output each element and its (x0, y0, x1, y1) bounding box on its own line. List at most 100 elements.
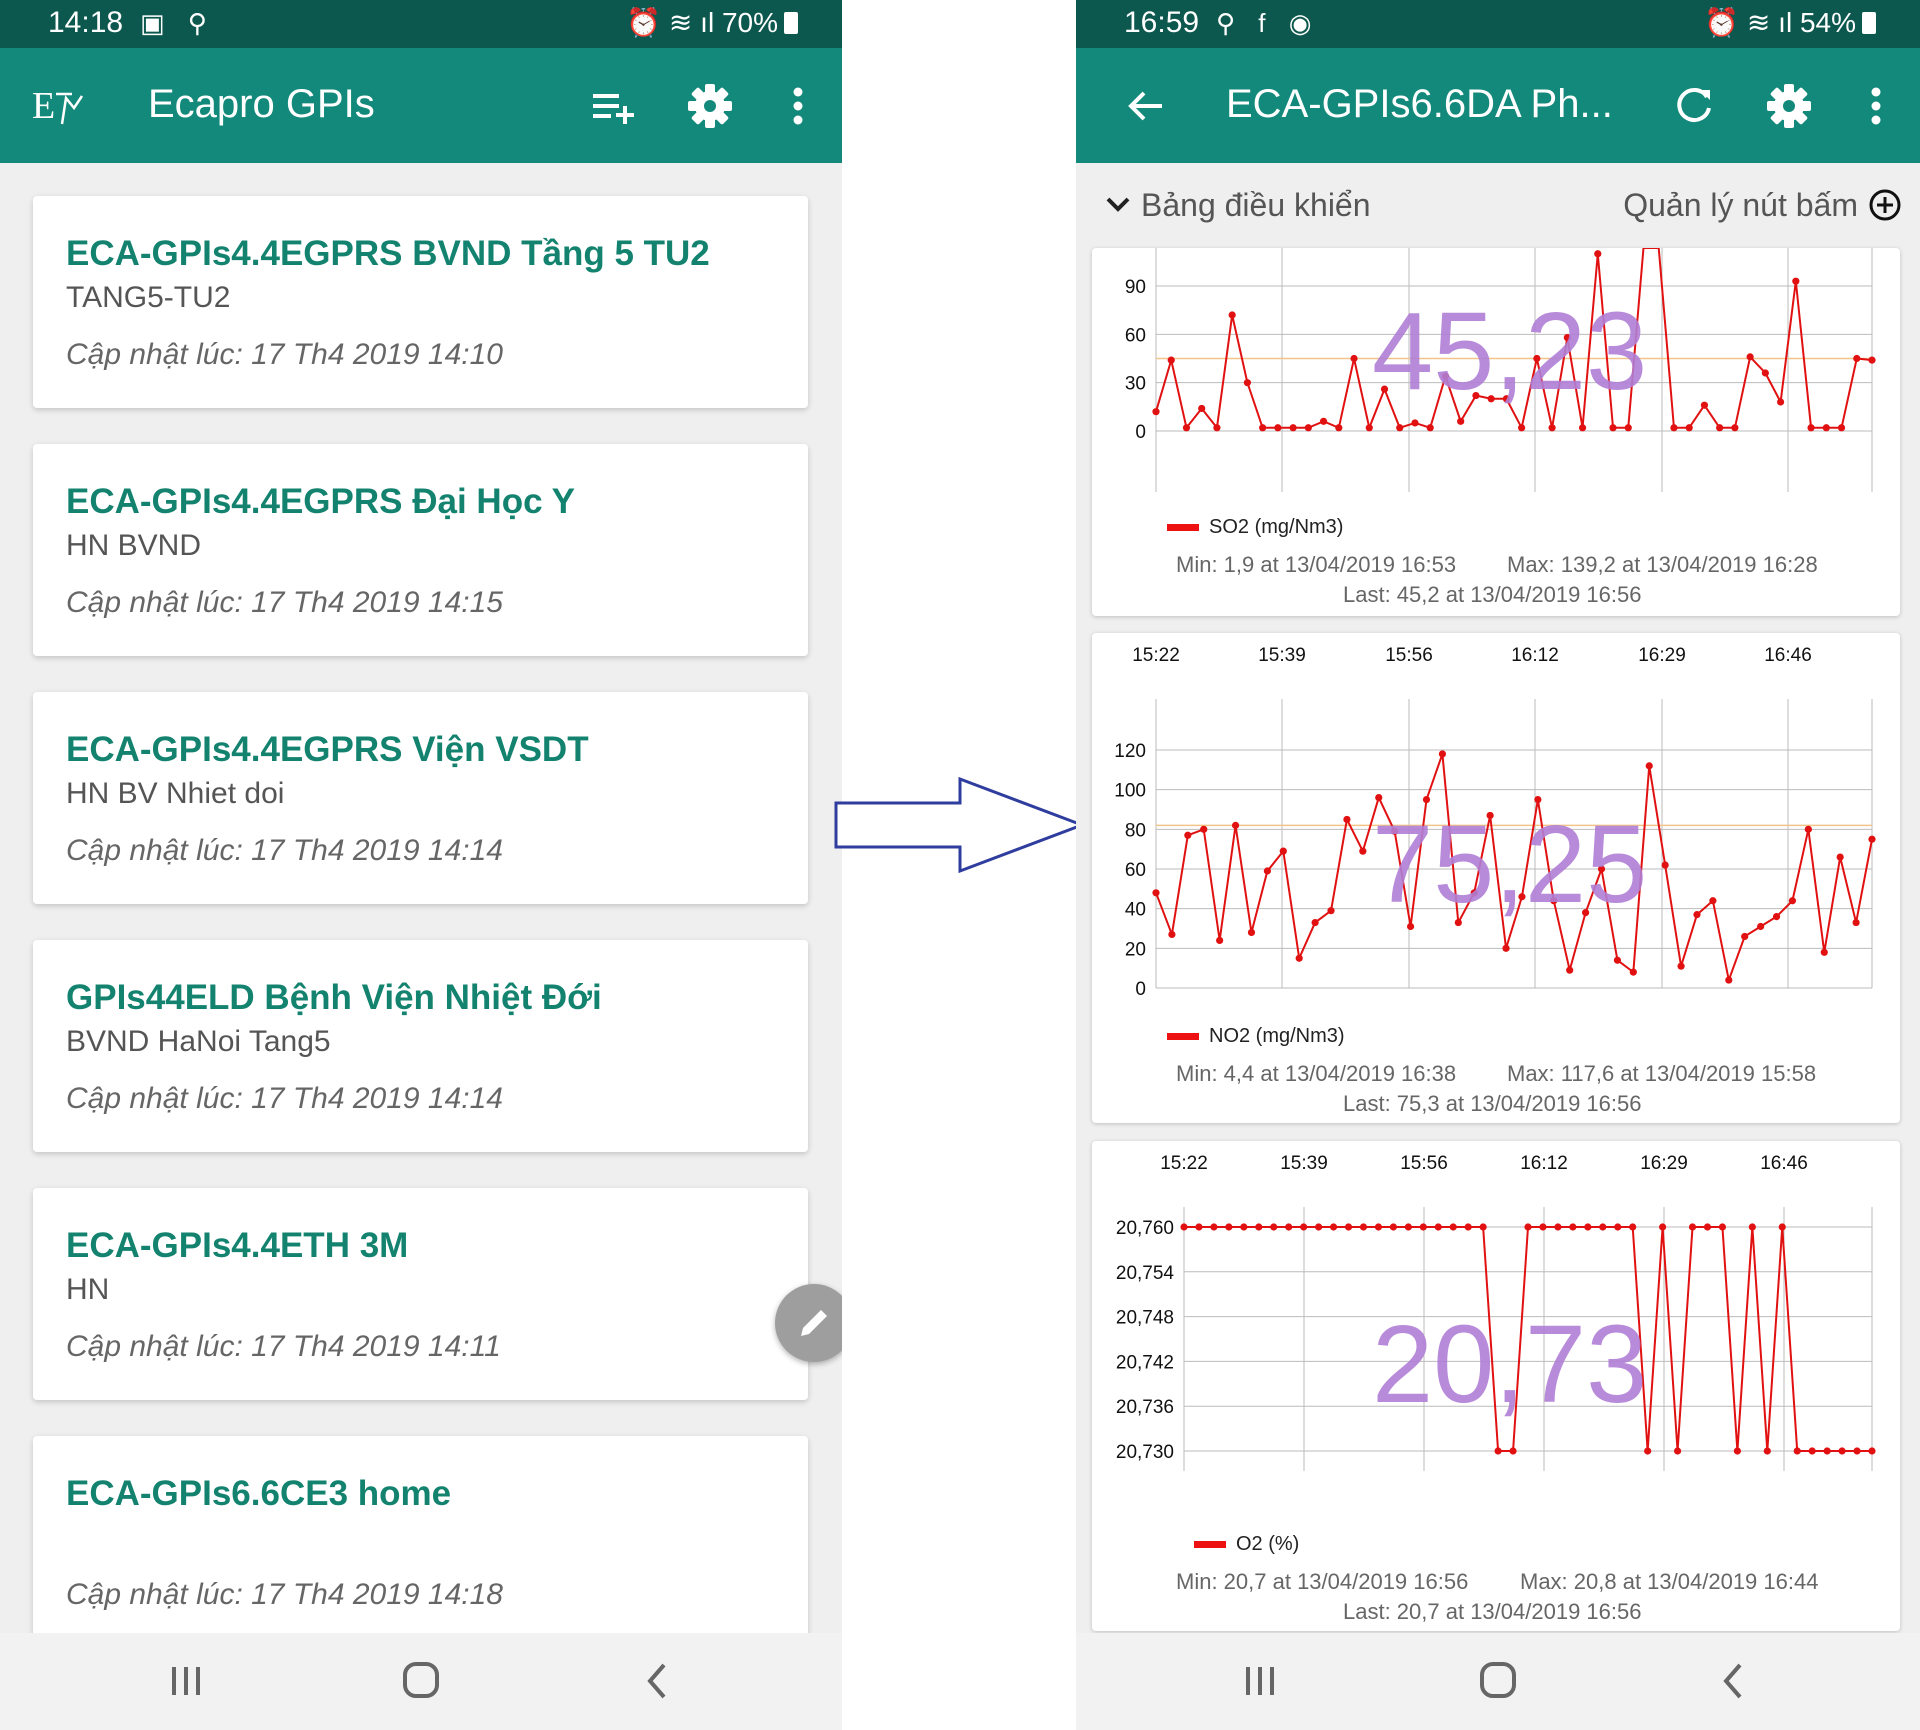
gear-icon[interactable] (1759, 76, 1819, 136)
y-tick-label: 80 (1125, 820, 1146, 841)
station-updated: Cập nhật lúc: 17 Th4 2019 14:11 (66, 1330, 501, 1363)
data-point (1180, 1223, 1188, 1231)
chevron-down-icon[interactable] (1104, 193, 1132, 217)
data-point (1279, 847, 1287, 855)
station-card[interactable]: ECA-GPIs4.4EGPRS Đại Học Y HN BVND Cập n… (33, 444, 808, 656)
data-point (1677, 962, 1685, 970)
data-point (1533, 354, 1541, 363)
data-point (1746, 353, 1754, 361)
data-point (1472, 391, 1480, 400)
add-circle-icon[interactable] (1868, 188, 1902, 222)
data-point (1599, 1223, 1607, 1231)
data-point (1700, 401, 1709, 409)
no2-chart: 0 20 40 60 80 100 120 15:22 15:39 15:56 16:12 16:29… (1114, 645, 1876, 1000)
data-point (1709, 897, 1717, 905)
battery-level: 70% (721, 7, 778, 38)
data-point (1449, 1223, 1457, 1231)
station-name: ECA-GPIs4.4EGPRS Viện VSDT (66, 730, 589, 769)
data-point (1661, 861, 1669, 869)
data-point (1757, 922, 1765, 931)
data-point (1210, 1223, 1218, 1231)
data-point (1479, 1223, 1487, 1231)
last-stat: Last: 45,2 at 13/04/2019 16:56 (1343, 582, 1642, 607)
station-card[interactable]: ECA-GPIs4.4EGPRS Viện VSDT HN BV Nhiet d… (33, 692, 808, 904)
data-point (1563, 333, 1571, 342)
data-point (1778, 1223, 1786, 1231)
chart-legend: O2 (%) (1194, 1533, 1299, 1556)
data-point (1776, 398, 1785, 406)
back-nav-icon[interactable] (1706, 1655, 1762, 1707)
data-point (1225, 1223, 1233, 1231)
x-tick-label: 15:22 (1132, 645, 1180, 666)
home-icon[interactable] (393, 1655, 449, 1707)
data-point (1270, 1223, 1278, 1231)
refresh-icon[interactable] (1664, 76, 1724, 136)
data-point (1731, 424, 1739, 432)
y-tick-label: 20,760 (1116, 1218, 1174, 1239)
battery-icon (1862, 12, 1876, 34)
legend-swatch (1194, 1541, 1226, 1549)
data-point (1838, 1447, 1846, 1455)
dashboard-toggle[interactable]: Bảng điều khiển (1141, 187, 1371, 223)
data-point (1725, 976, 1733, 984)
edit-fab-button[interactable] (775, 1284, 842, 1362)
chart-legend: SO2 (mg/Nm3) (1167, 516, 1343, 539)
data-point (1645, 762, 1653, 770)
home-icon[interactable] (1470, 1655, 1526, 1707)
data-point (1486, 811, 1494, 820)
data-point (1550, 897, 1558, 905)
x-tick-label: 15:39 (1258, 645, 1306, 666)
current-value: 45,23 (1372, 290, 1648, 413)
data-point (1569, 1223, 1577, 1231)
station-card[interactable]: ECA-GPIs4.4EGPRS BVND Tầng 5 TU2 TANG5-T… (33, 196, 808, 408)
station-card[interactable]: ECA-GPIs4.4ETH 3M HN Cập nhật lúc: 17 Th… (33, 1188, 808, 1400)
manage-buttons-link[interactable]: Quản lý nút bấm (1623, 187, 1858, 223)
back-arrow-icon[interactable] (1116, 76, 1176, 136)
data-point (1688, 1223, 1697, 1231)
data-point (1344, 1223, 1353, 1231)
y-tick-label: 90 (1125, 277, 1146, 298)
recent-apps-icon[interactable] (158, 1655, 214, 1707)
data-point (1404, 1223, 1412, 1231)
data-point (1868, 835, 1876, 843)
battery-level: 54% (1799, 7, 1856, 38)
station-card[interactable]: ECA-GPIs6.6CE3 home Cập nhật lúc: 17 Th4… (33, 1436, 808, 1648)
data-point (1295, 954, 1303, 962)
playlist-add-icon[interactable] (583, 76, 643, 136)
legend-label: SO2 (mg/Nm3) (1209, 516, 1344, 538)
recent-apps-icon[interactable] (1232, 1655, 1288, 1707)
data-point (1624, 424, 1632, 432)
data-point (1659, 1223, 1667, 1231)
notification-icons: ▣ ⚲ (140, 8, 215, 38)
data-point (1578, 424, 1587, 432)
data-point (1582, 909, 1590, 917)
data-point (1673, 1447, 1682, 1455)
y-tick-label: 20,748 (1116, 1308, 1174, 1329)
data-point (1374, 1223, 1383, 1231)
o2-chart: 20,760 20,754 20,748 20,742 20,736 20,730 15:2… (1116, 1153, 1876, 1471)
x-tick-label: 15:56 (1400, 1153, 1448, 1174)
data-point (1487, 395, 1495, 403)
data-point (1716, 424, 1724, 432)
data-point (1422, 795, 1431, 804)
x-tick-label: 16:12 (1520, 1153, 1568, 1174)
gear-icon[interactable] (680, 76, 740, 136)
data-point (1693, 911, 1701, 919)
data-point (1152, 408, 1160, 416)
legend-label: O2 (%) (1236, 1533, 1300, 1555)
data-point (1380, 385, 1389, 393)
x-tick-label: 16:29 (1638, 645, 1686, 666)
back-nav-icon[interactable] (630, 1655, 686, 1707)
more-vert-icon[interactable] (1846, 76, 1906, 136)
data-point (1534, 795, 1542, 804)
data-point (1853, 1447, 1861, 1455)
data-point (1613, 956, 1622, 964)
station-card[interactable]: GPIs44ELD Bệnh Viện Nhiệt Đới BVND HaNoi… (33, 940, 808, 1152)
data-point (1703, 1223, 1712, 1231)
station-updated: Cập nhật lúc: 17 Th4 2019 14:14 (66, 1082, 503, 1115)
data-point (1644, 1447, 1652, 1455)
app-bar: E Ecapro GPIs (0, 48, 842, 163)
data-point (1554, 1223, 1562, 1231)
data-point (1853, 354, 1861, 363)
more-vert-icon[interactable] (768, 76, 828, 136)
